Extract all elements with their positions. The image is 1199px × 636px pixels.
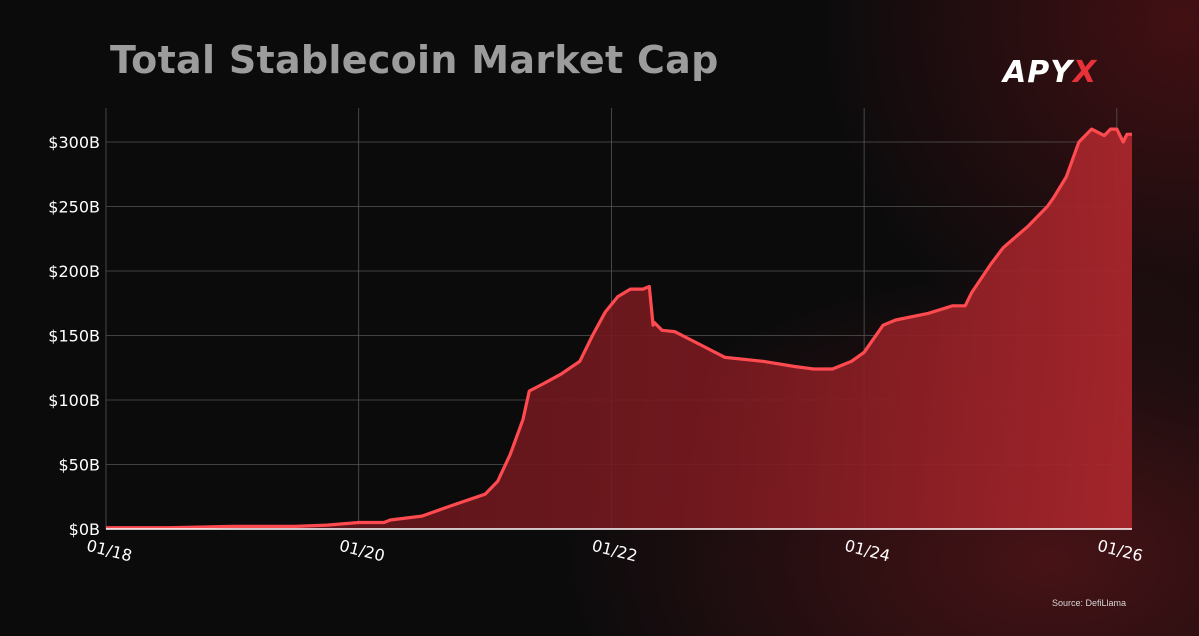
- y-tick-label: $50B: [58, 456, 100, 475]
- x-tick-label: 01/20: [337, 536, 386, 566]
- y-tick-label: $200B: [48, 262, 100, 281]
- y-tick-label: $100B: [48, 391, 100, 410]
- chart-title: Total Stablecoin Market Cap: [110, 38, 719, 82]
- y-tick-label: $150B: [48, 327, 100, 346]
- apyx-logo: APYX: [1003, 55, 1097, 90]
- logo-main-text: APY: [1003, 55, 1073, 90]
- x-tick-label: 01/22: [590, 536, 639, 566]
- x-tick-label: 01/24: [843, 536, 892, 566]
- series-line: [106, 127, 1132, 530]
- y-tick-label: $0B: [69, 520, 100, 539]
- x-tick-label: 01/18: [85, 536, 134, 566]
- area-fill: [106, 129, 1132, 529]
- y-axis-ticks: $0B $50B $100B $150B $200B $250B $300B: [48, 133, 100, 539]
- y-tick-label: $300B: [48, 133, 100, 152]
- logo-accent-text: X: [1072, 55, 1098, 90]
- y-tick-label: $250B: [48, 198, 100, 217]
- x-tick-label: 01/26: [1095, 536, 1144, 566]
- source-note: Source: DefiLlama: [1052, 598, 1127, 608]
- x-axis-ticks: 01/18 01/20 01/22 01/24 01/26: [85, 536, 1145, 566]
